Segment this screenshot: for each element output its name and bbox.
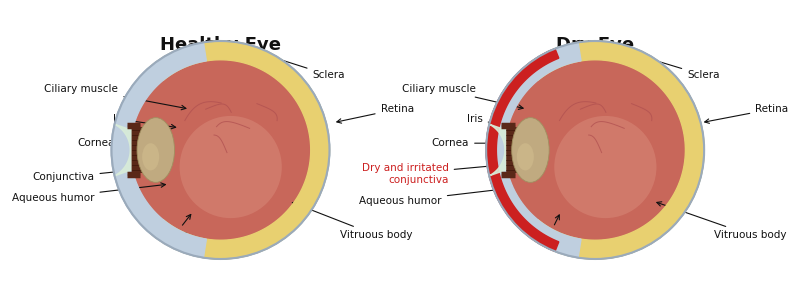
- Ellipse shape: [142, 143, 159, 170]
- Text: Retina: Retina: [705, 104, 788, 123]
- Text: Cornea: Cornea: [432, 138, 506, 148]
- FancyBboxPatch shape: [131, 127, 142, 173]
- Text: Ciliary muscle: Ciliary muscle: [45, 84, 186, 110]
- Text: Dry and irritated
conjunctiva: Dry and irritated conjunctiva: [362, 162, 513, 184]
- Polygon shape: [526, 41, 704, 259]
- Text: Lens: Lens: [538, 215, 562, 240]
- FancyBboxPatch shape: [506, 127, 517, 173]
- Ellipse shape: [517, 143, 534, 170]
- Text: Healthy Eye: Healthy Eye: [160, 36, 281, 54]
- Text: Retina: Retina: [337, 104, 414, 123]
- Circle shape: [554, 116, 657, 218]
- Text: Iris: Iris: [467, 114, 513, 128]
- Circle shape: [180, 116, 282, 218]
- Text: Conjunctiva: Conjunctiva: [33, 166, 158, 182]
- Polygon shape: [486, 49, 558, 251]
- Text: Dry Eye: Dry Eye: [556, 36, 634, 54]
- Text: Sclera: Sclera: [269, 55, 345, 80]
- Circle shape: [111, 41, 330, 259]
- Text: Aqueous humor: Aqueous humor: [359, 186, 513, 206]
- Polygon shape: [486, 42, 581, 258]
- Polygon shape: [151, 41, 330, 259]
- Ellipse shape: [512, 118, 549, 182]
- Text: Cornea: Cornea: [78, 138, 155, 148]
- Text: Vitruous body: Vitruous body: [292, 202, 412, 240]
- Text: Vitruous body: Vitruous body: [657, 202, 787, 240]
- Text: Ciliary muscle: Ciliary muscle: [402, 84, 523, 110]
- Text: Aqueous humor: Aqueous humor: [12, 183, 166, 203]
- Text: Lens: Lens: [162, 214, 190, 240]
- Polygon shape: [114, 124, 150, 176]
- Polygon shape: [489, 124, 526, 176]
- Ellipse shape: [137, 118, 174, 182]
- Circle shape: [130, 60, 310, 240]
- Circle shape: [486, 41, 704, 259]
- Polygon shape: [111, 42, 206, 258]
- Text: Iris: Iris: [113, 114, 176, 129]
- Text: Sclera: Sclera: [640, 55, 720, 80]
- Circle shape: [505, 60, 686, 240]
